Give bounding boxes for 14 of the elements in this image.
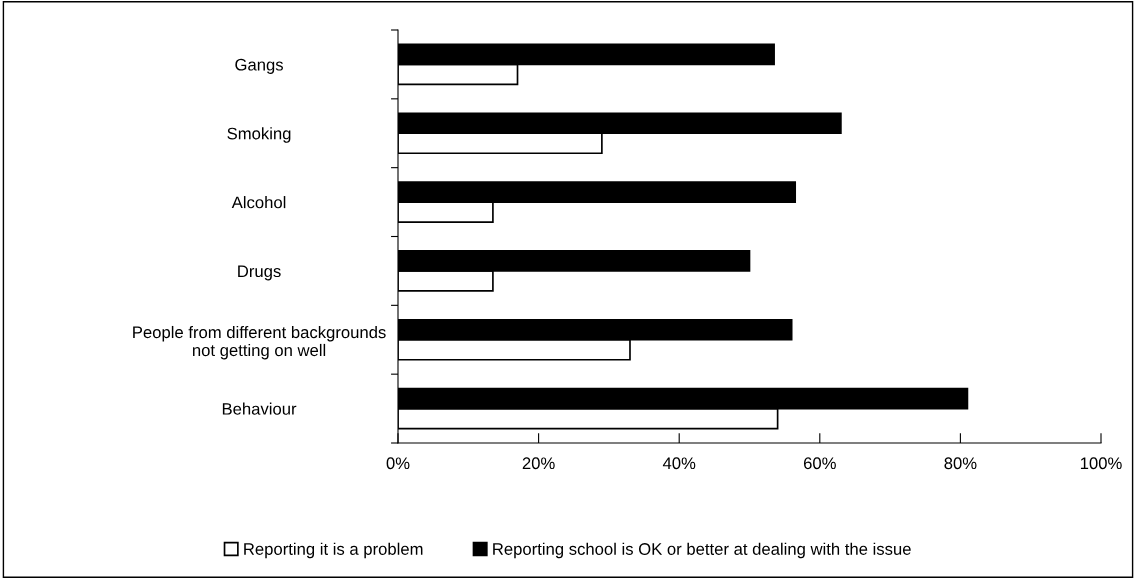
x-tick-label: 100% (1080, 457, 1122, 470)
legend-label: Reporting it is a problem (244, 542, 423, 559)
y-tick-label: Smoking (227, 127, 291, 143)
x-tick-label: 80% (944, 457, 977, 470)
y-tick-label: People from different backgrounds not getting on well (133, 325, 386, 360)
x-tick-label: 20% (522, 457, 555, 470)
x-tick-label: 0% (386, 457, 410, 470)
y-tick-label: Drugs (238, 265, 281, 281)
x-tick-label: 60% (803, 457, 836, 470)
x-tick-label: 40% (662, 457, 696, 470)
y-tick-label: Alcohol (231, 196, 286, 209)
legend-label: Reporting school is OK or better at dealing with the issue (493, 542, 911, 559)
y-tick-label: Gangs (235, 58, 283, 74)
y-tick-label: Behaviour (222, 402, 297, 415)
